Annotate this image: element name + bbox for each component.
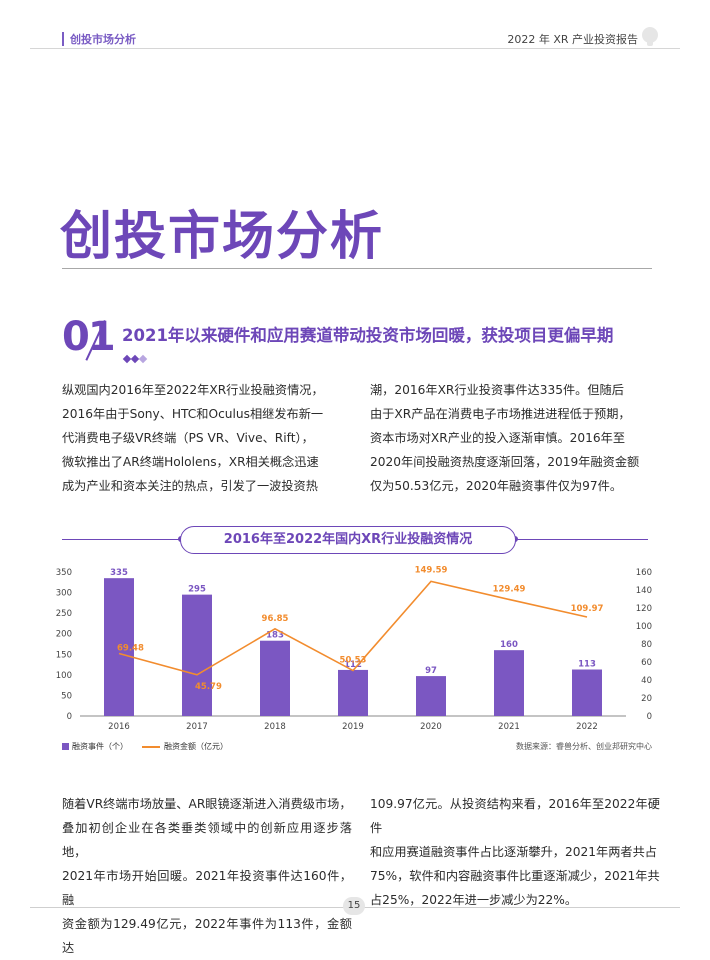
y-left-tick-label: 100 xyxy=(56,671,72,681)
bar-2019 xyxy=(338,669,368,716)
y-left-tick-label: 150 xyxy=(56,650,72,660)
y-right-tick-label: 80 xyxy=(641,640,652,650)
bar-2022 xyxy=(572,669,602,716)
line-value-label: 50.53 xyxy=(340,656,367,666)
y-left-tick-label: 50 xyxy=(61,691,72,701)
line-series-amount xyxy=(118,580,588,676)
bar-2016 xyxy=(104,578,134,716)
investment-chart: 0 50 100 150 200 250 300 350 0 20 40 60 80 100 120 140 1… xyxy=(56,565,652,732)
page-number: 15 xyxy=(343,897,365,915)
legend-bar-swatch xyxy=(62,743,69,750)
bar-2020 xyxy=(416,676,446,716)
section-title: 2021年以来硬件和应用赛道带动投资市场回暖，获投项目更偏早期 xyxy=(122,326,614,345)
x-tick-label: 2019 xyxy=(342,722,364,732)
chart-source: 数据来源：睿兽分析、创业邦研究中心 xyxy=(516,742,652,751)
x-tick-label: 2020 xyxy=(420,722,442,732)
line-value-label: 149.59 xyxy=(415,565,448,575)
page-title: 创投市场分析 xyxy=(60,207,385,267)
bar-value-label: 295 xyxy=(188,585,206,595)
line-value-label: 129.49 xyxy=(493,584,526,594)
bar-value-label: 160 xyxy=(500,640,518,650)
y-right-tick-label: 40 xyxy=(641,676,652,686)
x-tick-label: 2017 xyxy=(186,722,208,732)
header-report-title: 2022 年 XR 产业投资报告 xyxy=(507,33,638,46)
legend-bar-label: 融资事件（个） xyxy=(72,742,128,751)
y-left-tick-label: 350 xyxy=(56,568,72,578)
y-right-tick-label: 120 xyxy=(636,604,652,614)
paragraph-1: 纵观国内2016年至2022年XR行业投融资情况， 2016年由于Sony、HT… xyxy=(62,383,324,493)
y-left-tick-label: 200 xyxy=(56,630,72,640)
bar-value-label: 113 xyxy=(578,660,596,670)
y-right-tick-label: 100 xyxy=(636,622,652,632)
legend-line-label: 融资金额（亿元） xyxy=(164,742,228,751)
y-right-tick-label: 160 xyxy=(636,568,652,578)
lightbulb-icon xyxy=(642,27,658,43)
diamond-decoration-icon xyxy=(122,347,148,366)
bar-value-label: 183 xyxy=(266,631,284,641)
line-value-label: 69.48 xyxy=(117,643,144,653)
y-right-tick-label: 140 xyxy=(636,586,652,596)
y-right-tick-label: 20 xyxy=(641,694,652,704)
x-tick-label: 2021 xyxy=(498,722,520,732)
paragraph-4: 109.97亿元。从投资结构来看，2016年至2022年硬件 和应用赛道融资事件… xyxy=(370,797,660,907)
header-section-label: 创投市场分析 xyxy=(70,33,136,46)
paragraph-2: 潮，2016年XR行业投资事件达335件。但随后 由于XR产品在消费电子市场推进… xyxy=(370,383,640,493)
header-accent-bar xyxy=(62,32,64,46)
x-tick-label: 2016 xyxy=(108,722,130,732)
bar-2021 xyxy=(494,650,524,716)
y-left-tick-label: 0 xyxy=(67,712,72,722)
paragraph-3: 随着VR终端市场放量、AR眼镜逐渐进入消费级市场， 叠加初创企业在各类垂类领域中… xyxy=(62,797,352,955)
bar-2018 xyxy=(260,640,290,716)
header-divider xyxy=(30,48,680,49)
y-left-tick-label: 250 xyxy=(56,609,72,619)
bar-2017 xyxy=(182,594,212,716)
bar-value-label: 97 xyxy=(425,666,437,676)
line-value-label: 45.79 xyxy=(195,682,222,692)
chart-legend: 融资事件（个） 融资金额（亿元） xyxy=(62,741,228,752)
bar-value-label: 335 xyxy=(110,568,128,578)
line-value-label: 109.97 xyxy=(571,604,604,614)
chart-title: 2016年至2022年国内XR行业投融资情况 xyxy=(180,526,516,554)
y-left-tick-label: 300 xyxy=(56,589,72,599)
x-tick-label: 2018 xyxy=(264,722,286,732)
y-right-tick-label: 60 xyxy=(641,658,652,668)
x-tick-label: 2022 xyxy=(576,722,598,732)
legend-line-swatch xyxy=(142,745,160,748)
lightbulb-icon-base xyxy=(647,41,653,46)
title-divider xyxy=(62,268,652,269)
line-value-label: 96.85 xyxy=(262,614,289,624)
y-right-tick-label: 0 xyxy=(647,712,652,722)
bar-value-label: 112 xyxy=(344,660,362,670)
